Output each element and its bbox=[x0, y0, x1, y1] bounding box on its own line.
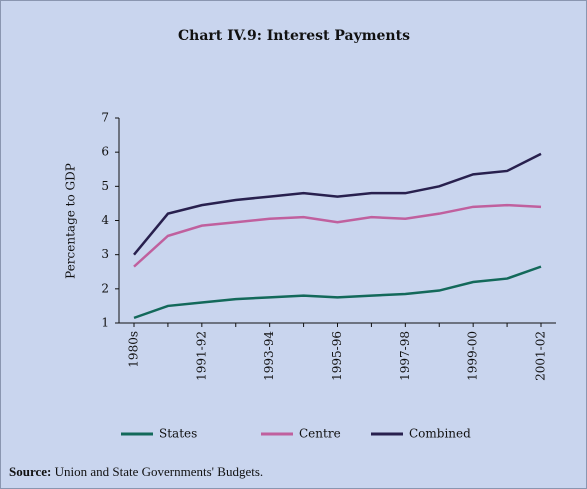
y-tick-label: 2 bbox=[101, 281, 109, 295]
chart-title: Chart IV.9: Interest Payments bbox=[178, 28, 410, 44]
y-tick-label: 1 bbox=[101, 316, 109, 330]
y-tick-label: 4 bbox=[101, 213, 109, 227]
y-tick-label: 7 bbox=[101, 111, 109, 125]
x-tick-label: 1999-00 bbox=[466, 331, 480, 381]
y-axis-label: Percentage to GDP bbox=[64, 163, 78, 279]
x-tick-label: 1993-94 bbox=[262, 331, 276, 381]
y-tick-label: 3 bbox=[101, 247, 109, 261]
series-line bbox=[133, 152, 542, 256]
x-tick-label: 1995-96 bbox=[330, 331, 344, 381]
x-tick-label: 1980s bbox=[127, 331, 141, 368]
series-line bbox=[133, 265, 542, 320]
source-text: Union and State Governments' Budgets. bbox=[54, 464, 264, 479]
legend-label: Centre bbox=[299, 427, 341, 441]
x-tick-label: 2001-02 bbox=[534, 331, 548, 381]
legend-label: States bbox=[159, 427, 197, 441]
x-tick-label: 1997-98 bbox=[398, 331, 412, 381]
x-tick-label: 1991-92 bbox=[194, 331, 208, 381]
y-tick-label: 6 bbox=[101, 145, 109, 159]
source-label: Source: bbox=[9, 464, 52, 479]
legend-label: Combined bbox=[409, 427, 471, 441]
series-line bbox=[133, 203, 542, 268]
y-tick-label: 5 bbox=[101, 179, 109, 193]
chart: Chart IV.9: Interest Payments Percentage… bbox=[64, 28, 556, 441]
source-note: Source: Union and State Governments' Bud… bbox=[9, 464, 263, 480]
